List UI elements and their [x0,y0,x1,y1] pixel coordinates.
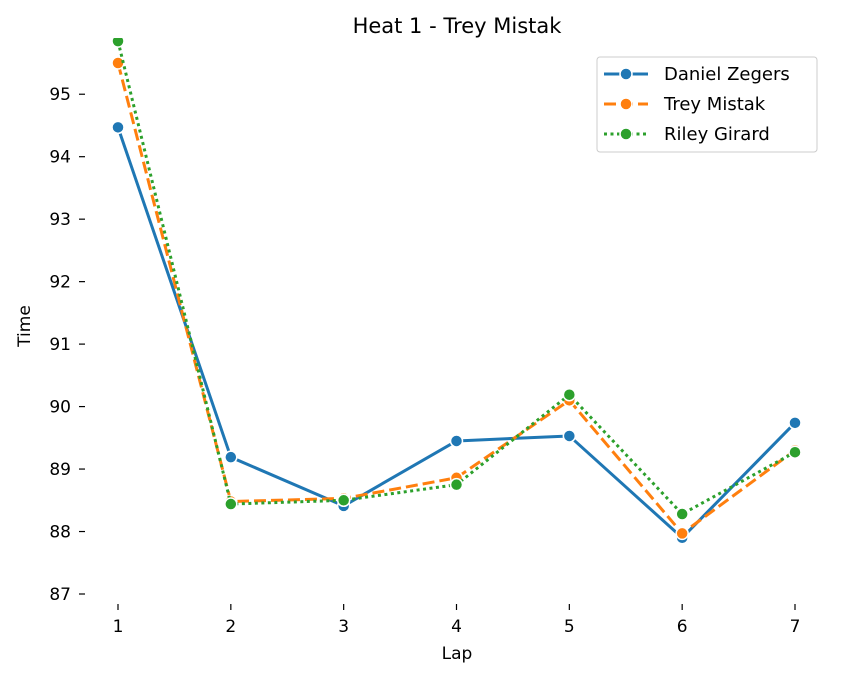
y-tick-label: 87 [49,585,71,605]
data-point-trey-mistak [675,526,689,541]
data-point-riley-girard [111,38,125,48]
data-point-daniel-zegers [562,429,577,443]
data-point-daniel-zegers [111,120,125,135]
legend-marker-daniel-zegers [619,67,633,81]
data-point-daniel-zegers [224,450,238,464]
legend-label-riley-girard: Riley Girard [664,124,770,145]
y-tick-label: 94 [49,148,71,168]
legend-label-trey-mistak: Trey Mistak [663,94,766,115]
data-point-riley-girard [562,387,577,402]
data-point-daniel-zegers [788,416,802,430]
data-point-riley-girard [788,445,802,459]
data-point-daniel-zegers [449,434,464,448]
chart-title: Heat 1 - Trey Mistak [353,14,563,38]
x-tick-label: 3 [338,617,349,637]
y-tick-label: 91 [49,335,71,355]
x-tick-label: 5 [564,617,575,637]
data-point-riley-girard [224,497,238,511]
legend-marker-riley-girard [619,127,633,141]
y-axis-label: Time [15,305,35,348]
legend-marker-trey-mistak [619,97,633,111]
x-tick-label: 7 [790,617,801,637]
x-axis: 1 2 3 4 5 6 7 [113,604,801,637]
x-tick-label: 1 [113,617,124,637]
legend-box [596,56,818,153]
x-tick-label: 6 [677,617,688,637]
y-tick-label: 90 [49,398,71,418]
legend: Daniel Zegers Trey Mistak Riley Girard [596,56,818,153]
x-axis-label: Lap [442,644,473,664]
x-tick-label: 2 [225,617,236,637]
y-tick-label: 88 [49,523,71,543]
x-tick-label: 4 [451,617,462,637]
data-point-riley-girard [675,507,689,521]
data-point-riley-girard [336,493,351,508]
y-axis: 87 88 89 90 91 92 93 94 95 [49,85,85,605]
y-tick-label: 92 [49,273,71,293]
legend-label-daniel-zegers: Daniel Zegers [664,64,790,85]
y-tick-label: 95 [49,85,71,105]
data-point-riley-girard [449,477,464,492]
data-point-trey-mistak [111,56,125,70]
y-tick-label: 89 [49,460,71,480]
series-riley-girard [111,38,802,521]
plot-area [111,38,802,545]
y-tick-label: 93 [49,210,71,230]
